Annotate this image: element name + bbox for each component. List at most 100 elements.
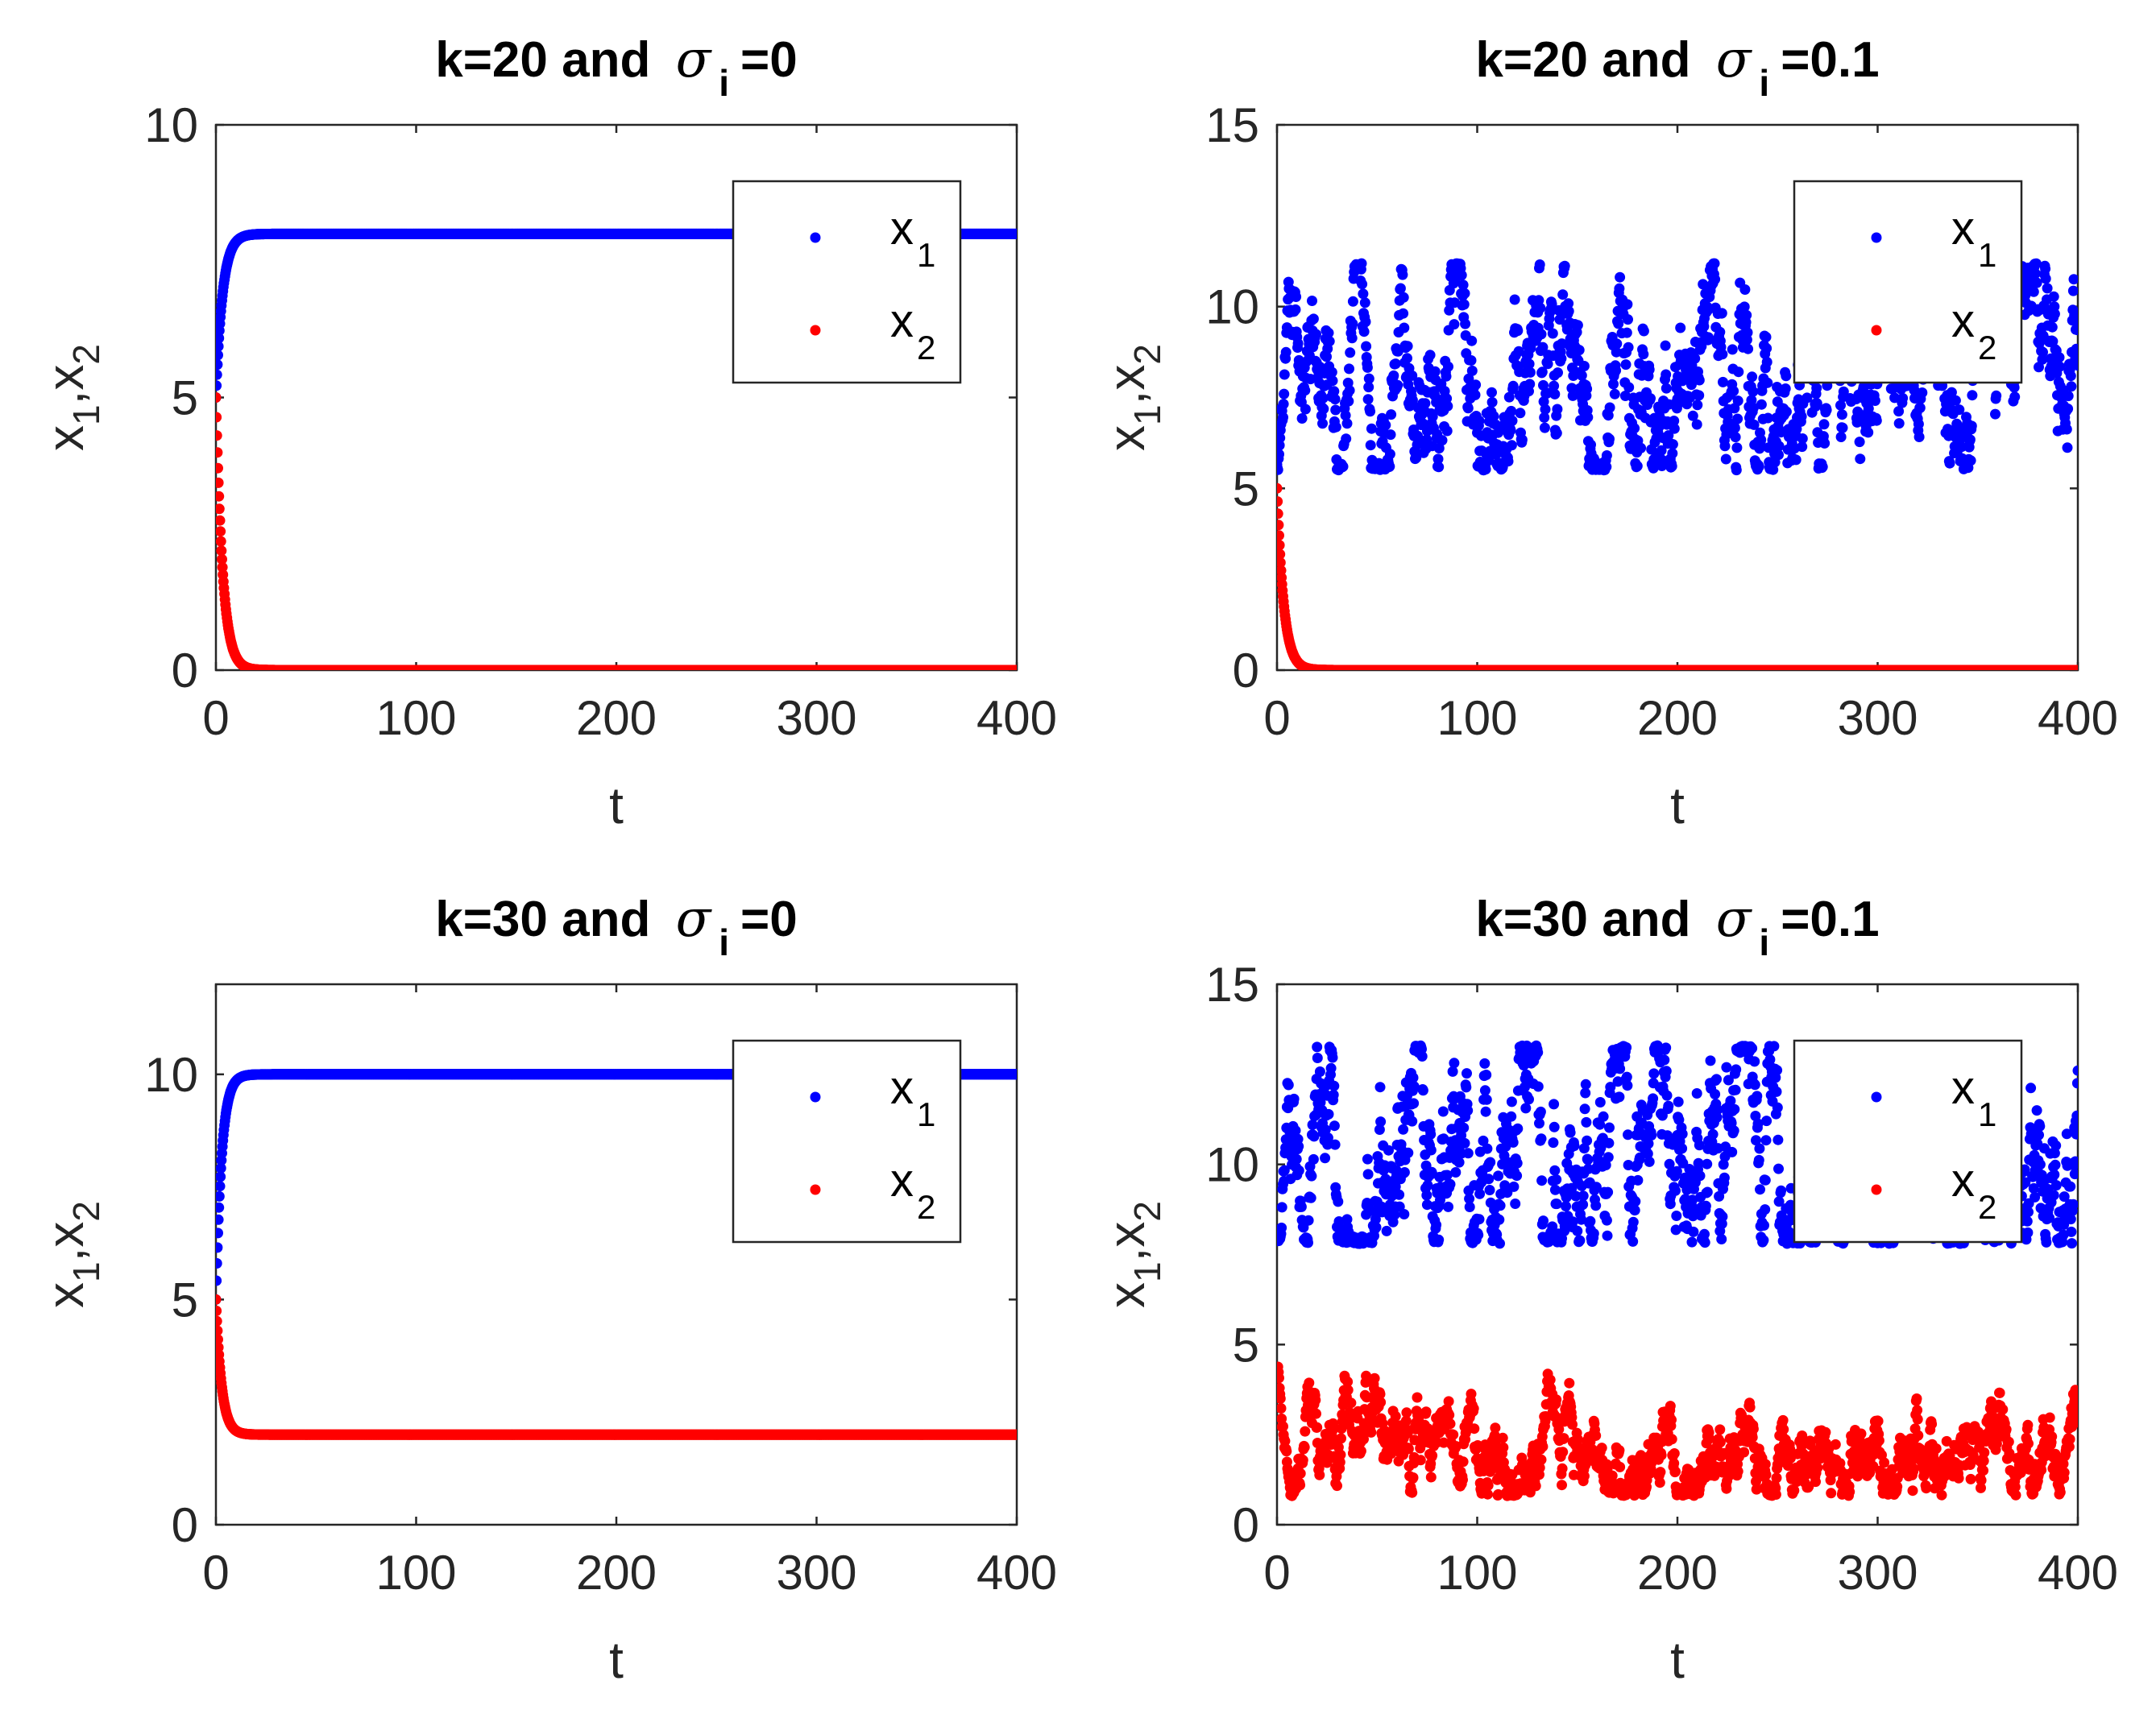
data-point [1756,435,1766,445]
data-point [1385,449,1395,459]
data-point [1278,412,1288,423]
data-point [1915,403,1926,413]
data-point [1661,370,1671,380]
data-point [1762,357,1772,367]
data-point [1863,427,1873,437]
data-point [1556,354,1566,364]
x-tick-label: 200 [1637,691,1718,745]
data-point [1721,454,1731,465]
data-point [1506,425,1516,436]
data-point [1388,371,1399,381]
data-point [1731,442,1742,453]
data-point [1990,409,2001,420]
data-point [1443,362,1453,372]
data-point [1822,405,1832,416]
data-point [1560,261,1570,271]
y-axis-label: x1,x2 [1097,344,1168,451]
data-point [1470,390,1481,400]
data-point [1710,274,1720,284]
data-point [215,526,226,536]
data-point [1343,396,1354,407]
data-point [1442,401,1453,412]
data-point [1397,270,1408,280]
data-point [2066,371,2076,381]
data-point [1951,395,1961,406]
data-point [1791,454,1802,465]
data-point [1331,422,1341,433]
data-point [211,380,222,391]
data-point [212,447,222,457]
y-axis-label-sub: 1 [65,404,107,425]
data-point [1361,317,1371,327]
data-point [2068,286,2079,296]
data-point [1694,375,1705,386]
data-point [1694,390,1704,400]
data-point [1615,272,1625,283]
data-point [1855,453,1865,464]
data-point [1731,432,1741,442]
data-point [1398,308,1408,319]
data-point [1743,327,1753,337]
data-point [1460,288,1470,299]
data-point [1692,400,1702,410]
data-point [1611,338,1622,349]
data-point [212,370,222,380]
data-point [1366,440,1376,450]
data-point [2063,404,2073,414]
data-point [2072,325,2083,335]
data-point [1272,496,1283,507]
data-point [212,430,222,441]
data-point [1870,395,1880,406]
x-tick-label: 0 [202,691,229,745]
data-point [1384,462,1395,472]
data-point [1348,296,1358,307]
data-point [1710,259,1720,269]
data-point [1837,409,1847,420]
data-point [1510,295,1520,305]
data-point [1300,385,1310,395]
data-point [1613,318,1623,329]
data-point [1012,665,1022,676]
data-point [1756,400,1767,410]
data-point [1391,358,1401,369]
data-point [2038,347,2048,358]
data-point [2032,278,2042,288]
data-point [2063,391,2074,401]
data-point [215,515,226,526]
data-point [1507,440,1517,450]
data-point [213,463,223,474]
data-point [2047,322,2058,333]
data-point [1318,404,1329,414]
data-point [1380,420,1391,430]
data-point [1605,403,1615,413]
data-point [1338,462,1349,472]
data-point [2009,391,2020,402]
data-point [1012,229,1022,239]
data-point [1344,363,1354,374]
data-point [1623,342,1634,353]
data-point [1363,394,1374,404]
y-tick-label: 10 [144,98,198,152]
data-point [1342,418,1353,428]
data-point [1667,461,1677,471]
data-point [1317,418,1328,428]
data-point [1717,308,1727,318]
data-point [2029,287,2039,297]
data-point [1553,367,1563,378]
data-point [1358,288,1368,299]
legend-label-text: x [890,202,914,255]
data-point [211,412,222,423]
data-point [1645,393,1656,404]
data-point [1360,297,1370,308]
data-point [1741,310,1752,321]
x-axis-label: t [1670,776,1685,834]
data-point [1557,289,1568,300]
data-point [1611,366,1621,376]
data-point [1661,341,1671,351]
data-point [1574,345,1585,355]
data-point [1459,300,1470,310]
x-tick-label: 0 [1263,691,1290,745]
data-point [1457,270,1467,280]
